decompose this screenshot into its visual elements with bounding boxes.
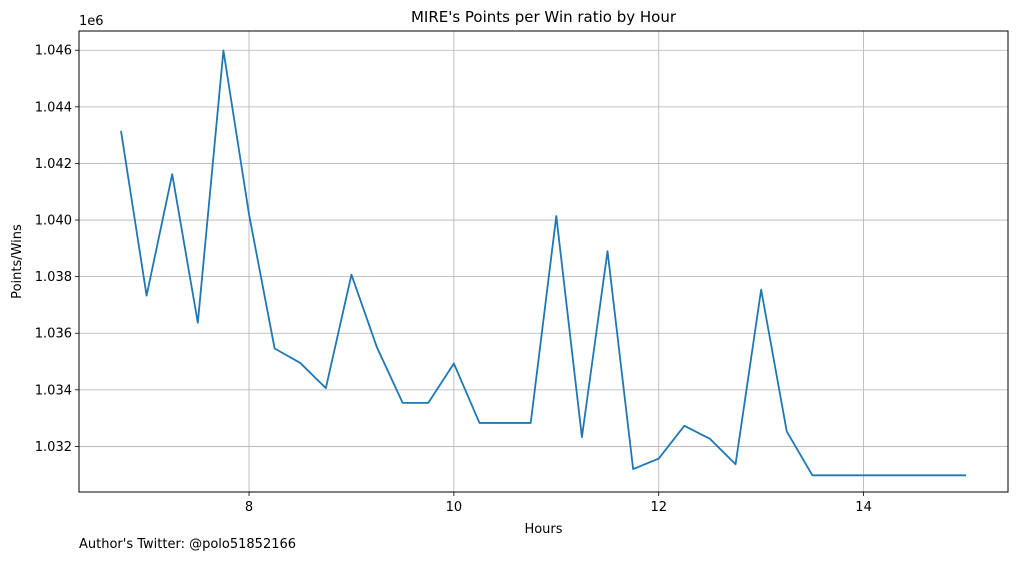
y-tick-label: 1.046 [35,44,72,59]
y-axis-title: Points/Wins [10,224,25,299]
plot-frame [78,30,1009,493]
x-axis-title: Hours [524,522,562,537]
y-tick-label: 1.044 [35,100,72,115]
x-tick-label: 10 [446,500,463,515]
y-tick-label: 1.040 [35,214,72,229]
y-tick-label: 1.042 [35,157,72,172]
y-tick-label: 1.036 [35,327,72,342]
axis-ticks: 8 10 12 14 1.032 1.034 1.036 1.038 1.040 1.042 1.0… [35,44,872,515]
chart-title: MIRE's Points per Win ratio by Hour [411,8,677,26]
y-offset-text: 1e6 [79,14,104,29]
y-tick-label: 1.032 [35,440,72,455]
author-twitter-note: Author's Twitter: @polo51852166 [79,537,297,552]
y-tick-label: 1.034 [35,383,72,398]
grid-lines [79,31,1008,492]
series-line [120,49,967,477]
x-tick-label: 12 [650,500,667,515]
x-tick-label: 8 [245,500,253,515]
y-tick-label: 1.038 [35,270,72,285]
x-tick-label: 14 [855,500,872,515]
